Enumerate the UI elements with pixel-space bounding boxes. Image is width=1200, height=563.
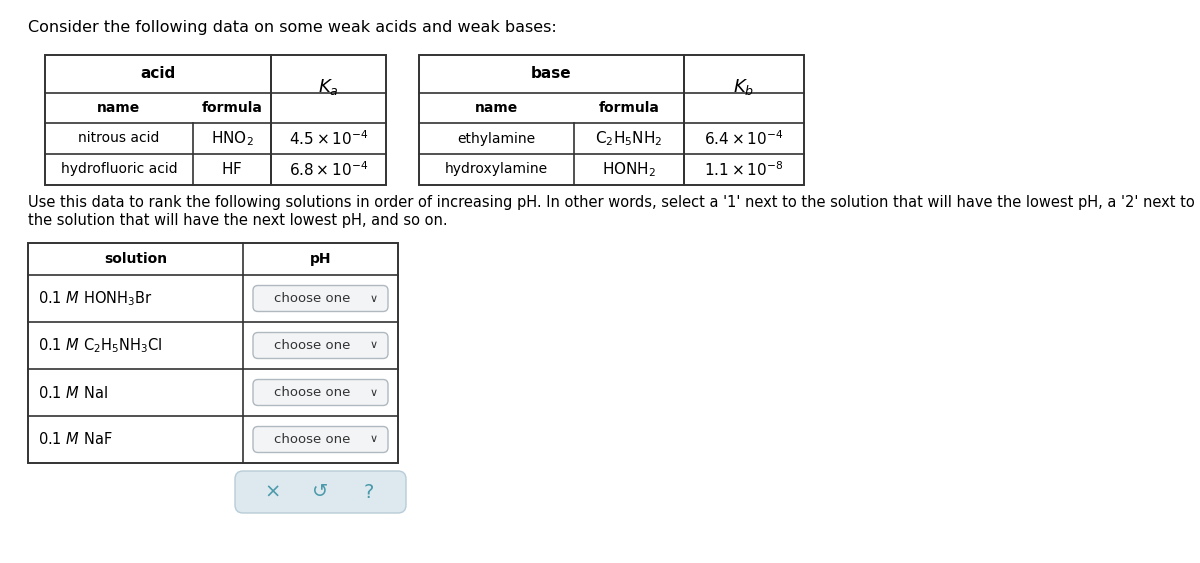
Text: the solution that will have the next lowest pH, and so on.: the solution that will have the next low… (28, 213, 448, 228)
Text: choose one: choose one (275, 433, 350, 446)
Text: Consider the following data on some weak acids and weak bases:: Consider the following data on some weak… (28, 20, 557, 35)
Text: $1.1\times10^{-8}$: $1.1\times10^{-8}$ (704, 160, 784, 179)
Text: $\mathrm{HONH_2}$: $\mathrm{HONH_2}$ (602, 160, 656, 179)
Text: formula: formula (202, 101, 263, 115)
FancyBboxPatch shape (235, 471, 406, 513)
Text: acid: acid (140, 66, 175, 82)
Text: nitrous acid: nitrous acid (78, 132, 160, 145)
Bar (419, 55, 684, 185)
Text: $6.8\times10^{-4}$: $6.8\times10^{-4}$ (289, 160, 368, 179)
FancyBboxPatch shape (253, 379, 388, 405)
Text: Use this data to rank the following solutions in order of increasing pH. In othe: Use this data to rank the following solu… (28, 195, 1195, 210)
Text: choose one: choose one (275, 292, 350, 305)
Text: 0.1 $\mathit{M}$ NaI: 0.1 $\mathit{M}$ NaI (38, 385, 108, 400)
Text: name: name (97, 101, 140, 115)
Text: ∨: ∨ (370, 341, 378, 351)
Text: choose one: choose one (275, 339, 350, 352)
Text: pH: pH (310, 252, 331, 266)
FancyBboxPatch shape (253, 427, 388, 453)
Text: ?: ? (364, 482, 373, 502)
Bar (684, 55, 804, 185)
Text: ∨: ∨ (370, 293, 378, 303)
FancyBboxPatch shape (253, 285, 388, 311)
Text: ∨: ∨ (370, 387, 378, 397)
Text: formula: formula (599, 101, 660, 115)
Text: 0.1 $\mathit{M}$ HONH$_3$Br: 0.1 $\mathit{M}$ HONH$_3$Br (38, 289, 152, 308)
Text: hydroxylamine: hydroxylamine (445, 163, 548, 176)
Text: choose one: choose one (275, 386, 350, 399)
Text: $4.5\times10^{-4}$: $4.5\times10^{-4}$ (289, 129, 368, 148)
Text: $\mathrm{HNO_2}$: $\mathrm{HNO_2}$ (211, 129, 253, 148)
Text: $6.4\times10^{-4}$: $6.4\times10^{-4}$ (704, 129, 784, 148)
Text: base: base (532, 66, 572, 82)
Text: $\mathrm{C_2H_5NH_2}$: $\mathrm{C_2H_5NH_2}$ (595, 129, 662, 148)
Text: ethylamine: ethylamine (457, 132, 535, 145)
Text: ×: × (264, 482, 281, 502)
Bar (28, 243, 398, 463)
Text: $K_b$: $K_b$ (733, 77, 755, 97)
Text: $K_a$: $K_a$ (318, 77, 338, 97)
Text: $\mathrm{HF}$: $\mathrm{HF}$ (221, 162, 242, 177)
Text: ↺: ↺ (312, 482, 329, 502)
Text: solution: solution (104, 252, 167, 266)
Text: 0.1 $\mathit{M}$ C$_2$H$_5$NH$_3$Cl: 0.1 $\mathit{M}$ C$_2$H$_5$NH$_3$Cl (38, 336, 162, 355)
FancyBboxPatch shape (253, 333, 388, 359)
Text: ∨: ∨ (370, 435, 378, 445)
Text: 0.1 $\mathit{M}$ NaF: 0.1 $\mathit{M}$ NaF (38, 431, 113, 448)
Bar (271, 55, 386, 185)
Text: name: name (475, 101, 518, 115)
Bar (46, 55, 271, 185)
Text: hydrofluoric acid: hydrofluoric acid (61, 163, 178, 176)
